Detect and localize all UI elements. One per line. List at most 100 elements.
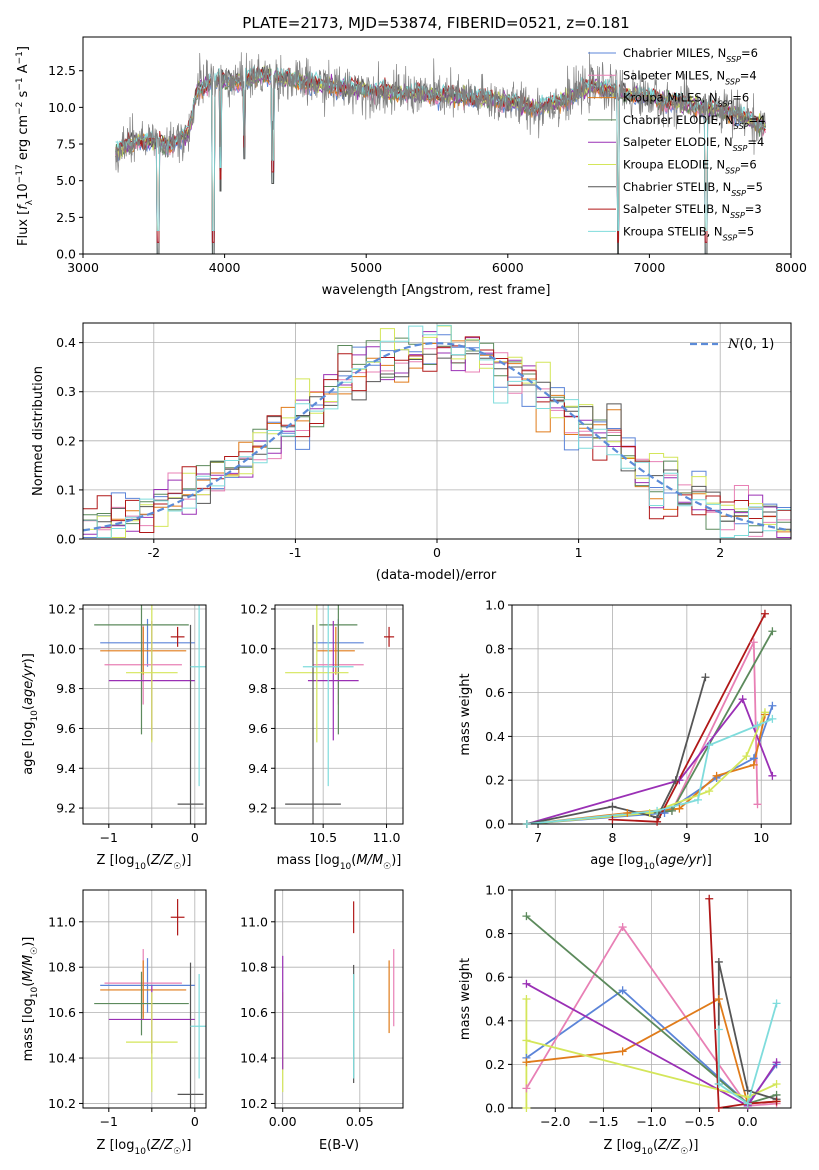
y-tick-label: 10.6 bbox=[240, 1005, 268, 1020]
y-tick-label: 10.8 bbox=[48, 960, 76, 975]
plot-area bbox=[115, 51, 766, 254]
weight-marker-salpeter_stelib bbox=[772, 1097, 781, 1106]
legend-entry-normal: N(0, 1) bbox=[727, 337, 774, 352]
weight-marker-kroupa_miles bbox=[714, 995, 723, 1003]
weight-marker-kroupa_elodie bbox=[522, 1036, 531, 1045]
x-tick-label: 10.5 bbox=[309, 830, 337, 845]
y-tick-label: 0.2 bbox=[485, 1057, 505, 1072]
panel-massweight_vs_Z: −2.0 −1.5 −1.0 −0.5 0.0 0.0 0.2 0.4 0.6 0.8 1.0 mas… bbox=[458, 883, 792, 1157]
weight-marker-kroupa_stelib bbox=[653, 806, 662, 815]
weight-marker-salpeter_stelib bbox=[705, 894, 714, 903]
weight-line-salpeter_stelib bbox=[708, 898, 777, 1108]
weight-marker-salpeter_miles bbox=[749, 638, 758, 647]
weight-line-kroupa_elodie bbox=[526, 711, 766, 824]
weight-marker-kroupa_elodie bbox=[742, 752, 751, 761]
y-tick-label: 0.2 bbox=[56, 433, 76, 448]
y-tick-label: 10.0 bbox=[48, 100, 76, 115]
y-tick-label: 0.0 bbox=[485, 817, 505, 832]
weight-line-chabrier_stelib bbox=[717, 961, 777, 1101]
weight-marker-kroupa_elodie bbox=[645, 809, 654, 818]
weight-marker-kroupa_stelib bbox=[772, 999, 781, 1008]
panel-age_vs_mass: 10.5 11.0 9.2 9.4 9.6 9.8 10.0 10.2 mass [log10(… bbox=[240, 601, 404, 872]
y-tick-label: 0.4 bbox=[485, 1013, 505, 1028]
weight-marker-chabrier_elodie bbox=[667, 806, 676, 815]
x-tick-label: −1 bbox=[100, 1114, 118, 1129]
axes-frame bbox=[511, 604, 792, 825]
weight-marker-kroupa_miles bbox=[675, 804, 684, 813]
weight-marker-kroupa_stelib bbox=[694, 795, 702, 804]
legend-entry-kroupa_elodie: Kroupa ELODIE, NSSP=6 bbox=[623, 158, 757, 176]
plot-area bbox=[512, 890, 791, 1108]
weight-line-chabrier_miles bbox=[526, 705, 774, 824]
panel-spectrum: 3000 4000 5000 6000 7000 8000 0.0 2.5 5.0 7.5 10.0… bbox=[15, 36, 807, 298]
weight-marker-kroupa_miles bbox=[712, 771, 721, 780]
panel-residuals: -2 -1 0 1 2 0.0 0.1 0.2 0.3 0.4 (data-model)/error… bbox=[31, 322, 792, 583]
x-tick-label: 0.0 bbox=[738, 1114, 758, 1129]
weight-line-kroupa_stelib bbox=[526, 718, 773, 824]
x-axis-label: age [log10(age/yr)] bbox=[590, 853, 712, 872]
weight-marker-kroupa_stelib bbox=[705, 741, 714, 750]
figure-title: PLATE=2173, MJD=53874, FIBERID=0521, z=0… bbox=[242, 14, 629, 32]
weight-marker-chabrier_stelib bbox=[608, 802, 617, 811]
panel-massweight_vs_age: 7 8 9 10 0.0 0.2 0.4 0.6 0.8 1.0 mass weight age [l… bbox=[458, 598, 792, 872]
normal-curve bbox=[83, 342, 791, 532]
weight-line-chabrier_elodie bbox=[526, 630, 774, 824]
y-axis-label: mass [log10(M/M☉)] bbox=[21, 937, 40, 1062]
x-tick-label: −2.0 bbox=[540, 1114, 570, 1129]
y-tick-label: 10.4 bbox=[240, 1051, 268, 1066]
weight-marker-salpeter_elodie bbox=[768, 771, 777, 780]
x-tick-label: 9 bbox=[683, 830, 691, 845]
panel-mass_vs_ebv: 0.00 0.05 10.2 10.4 10.6 10.8 11.0 E(B-V) bbox=[240, 889, 404, 1153]
axes-frame bbox=[274, 889, 404, 1109]
weight-marker-kroupa_elodie bbox=[522, 995, 531, 1003]
x-tick-label: 7 bbox=[534, 830, 542, 845]
y-tick-label: 0.1 bbox=[56, 482, 76, 497]
weight-marker-kroupa_elodie bbox=[772, 1080, 781, 1089]
y-tick-label: 5.0 bbox=[56, 173, 76, 188]
x-tick-label: 4000 bbox=[209, 260, 241, 275]
y-tick-label: 0.8 bbox=[485, 641, 505, 656]
axes-frame bbox=[82, 604, 207, 825]
y-tick-label: 10.0 bbox=[240, 641, 268, 656]
x-tick-label: −1.5 bbox=[588, 1114, 618, 1129]
weight-marker-chabrier_elodie bbox=[768, 627, 777, 636]
x-tick-label: −1 bbox=[100, 830, 118, 845]
x-tick-label: 0.05 bbox=[346, 1114, 374, 1129]
weight-marker-kroupa_elodie bbox=[522, 1104, 531, 1112]
y-tick-label: 9.2 bbox=[248, 801, 268, 816]
histogram-kroupa_stelib bbox=[83, 324, 791, 538]
y-axis-label: mass weight bbox=[458, 958, 473, 1040]
x-tick-label: 8 bbox=[608, 830, 616, 845]
x-tick-label: 7000 bbox=[633, 260, 665, 275]
weight-marker-chabrier_miles bbox=[660, 809, 669, 818]
x-tick-label: 1 bbox=[575, 545, 583, 560]
axes-frame bbox=[82, 889, 207, 1109]
weight-marker-kroupa_stelib bbox=[714, 1025, 723, 1034]
legend-entry-kroupa_miles: Kroupa MILES, NSSP=6 bbox=[623, 91, 749, 109]
weight-marker-salpeter_stelib bbox=[760, 609, 769, 618]
weight-marker-chabrier_miles bbox=[618, 986, 627, 995]
y-axis-label: age [log10(age/yr)] bbox=[21, 653, 40, 775]
y-tick-label: 10.0 bbox=[48, 641, 76, 656]
weight-marker-kroupa_miles bbox=[522, 1058, 531, 1067]
y-tick-label: 0.2 bbox=[485, 773, 505, 788]
x-tick-label: 3000 bbox=[67, 260, 99, 275]
weight-marker-chabrier_miles bbox=[768, 701, 777, 710]
y-axis-label: Flux [fλ10−17 erg cm−2 s−1 A−1] bbox=[15, 46, 35, 246]
y-tick-label: 10.6 bbox=[48, 1005, 76, 1020]
x-tick-label: 0.00 bbox=[269, 1114, 297, 1129]
y-tick-label: 9.6 bbox=[56, 721, 76, 736]
weight-marker-chabrier_stelib bbox=[701, 673, 710, 682]
weight-marker-kroupa_miles bbox=[623, 809, 632, 818]
y-tick-label: 10.2 bbox=[240, 601, 268, 616]
y-tick-label: 10.8 bbox=[240, 960, 268, 975]
legend-entry-chabrier_stelib: Chabrier STELIB, NSSP=5 bbox=[623, 180, 763, 198]
y-tick-label: 0.0 bbox=[56, 247, 76, 262]
y-tick-label: 9.2 bbox=[56, 801, 76, 816]
x-tick-label: 5000 bbox=[350, 260, 382, 275]
x-axis-label: mass [log10(M/M☉)] bbox=[277, 853, 402, 872]
axes-frame bbox=[82, 36, 792, 255]
y-tick-label: 9.8 bbox=[248, 681, 268, 696]
weight-marker-kroupa_stelib bbox=[768, 714, 777, 723]
